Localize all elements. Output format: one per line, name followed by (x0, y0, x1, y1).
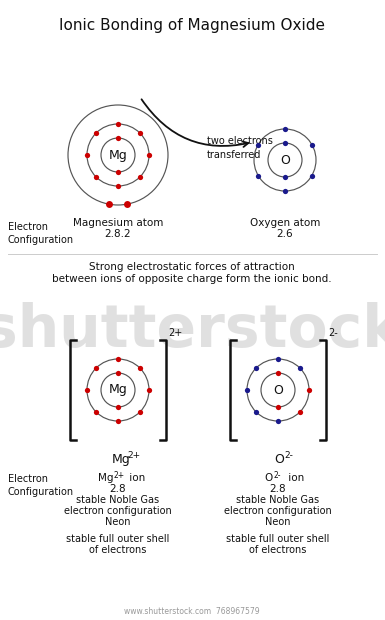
Text: 2-: 2- (284, 451, 293, 460)
Text: stable full outer shell: stable full outer shell (226, 534, 330, 544)
Text: www.shutterstock.com  768967579: www.shutterstock.com 768967579 (124, 607, 260, 616)
Text: Mg: Mg (109, 384, 127, 397)
Text: Neon: Neon (105, 517, 131, 527)
Text: ion: ion (126, 473, 145, 483)
Text: 2.6: 2.6 (277, 229, 293, 239)
Text: of electrons: of electrons (89, 545, 147, 555)
Text: 2.8.2: 2.8.2 (105, 229, 131, 239)
Text: Electron
Configuration: Electron Configuration (8, 474, 74, 497)
Text: Electron
Configuration: Electron Configuration (8, 222, 74, 245)
Text: Neon: Neon (265, 517, 291, 527)
Text: electron configuration: electron configuration (64, 506, 172, 516)
Text: Ionic Bonding of Magnesium Oxide: Ionic Bonding of Magnesium Oxide (59, 18, 325, 33)
Text: between ions of opposite charge form the ionic bond.: between ions of opposite charge form the… (52, 274, 332, 284)
Text: Mg: Mg (112, 453, 131, 466)
Text: 2-: 2- (273, 471, 281, 480)
Text: ion: ion (285, 473, 304, 483)
Text: two electrons
transferred: two electrons transferred (207, 136, 273, 159)
Text: Oxygen atom: Oxygen atom (250, 218, 320, 228)
Text: 2.8: 2.8 (270, 484, 286, 494)
Text: stable full outer shell: stable full outer shell (66, 534, 170, 544)
Text: 2+: 2+ (168, 328, 182, 338)
Text: 2.8: 2.8 (110, 484, 126, 494)
Text: Magnesium atom: Magnesium atom (73, 218, 163, 228)
Text: Strong electrostatic forces of attraction: Strong electrostatic forces of attractio… (89, 262, 295, 272)
Text: stable Noble Gas: stable Noble Gas (77, 495, 159, 505)
Text: 2+: 2+ (127, 451, 140, 460)
Text: O: O (273, 384, 283, 397)
Text: O: O (280, 154, 290, 167)
Text: O: O (264, 473, 272, 483)
Text: 2+: 2+ (114, 471, 125, 480)
Text: of electrons: of electrons (249, 545, 307, 555)
Text: electron configuration: electron configuration (224, 506, 332, 516)
Text: stable Noble Gas: stable Noble Gas (236, 495, 320, 505)
Text: 2-: 2- (328, 328, 338, 338)
Text: shutterstock: shutterstock (0, 301, 385, 358)
Text: Mg: Mg (98, 473, 114, 483)
Text: O: O (274, 453, 284, 466)
Text: Mg: Mg (109, 149, 127, 161)
